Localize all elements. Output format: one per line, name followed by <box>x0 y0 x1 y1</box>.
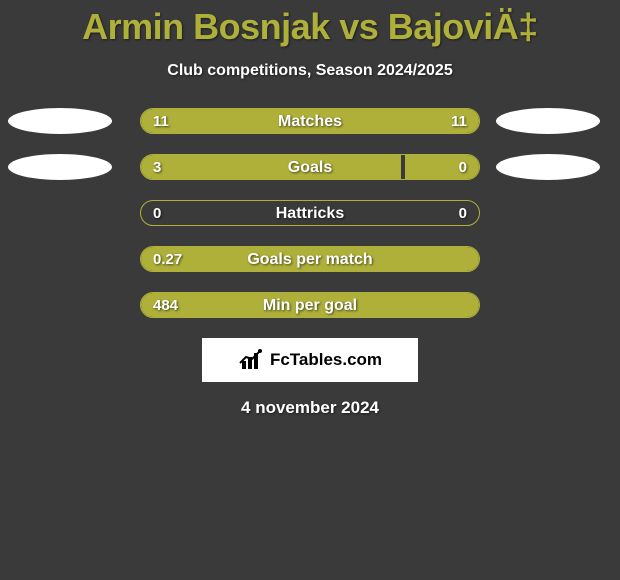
stat-label: Goals <box>141 155 479 180</box>
player-right-oval <box>496 154 600 180</box>
brand-text: FcTables.com <box>270 350 382 370</box>
brand-box: FcTables.com <box>202 338 418 382</box>
stat-bar: 1111Matches <box>140 108 480 134</box>
brand-chart-icon <box>238 349 266 371</box>
stat-bar: 484Min per goal <box>140 292 480 318</box>
comparison-row: 1111Matches <box>0 108 620 134</box>
stat-bar: 00Hattricks <box>140 200 480 226</box>
stat-label: Hattricks <box>141 201 479 226</box>
comparison-row: 484Min per goal <box>0 292 620 318</box>
date-text: 4 november 2024 <box>0 398 620 418</box>
comparison-rows: 1111Matches 30Goals 00Hattricks 0.27Goals p… <box>0 108 620 318</box>
stat-label: Matches <box>141 109 479 134</box>
stat-label: Min per goal <box>141 293 479 318</box>
stat-bar: 30Goals <box>140 154 480 180</box>
page-title: Armin Bosnjak vs BajoviÄ‡ <box>0 0 620 48</box>
stat-label: Goals per match <box>141 247 479 272</box>
player-right-oval <box>496 108 600 134</box>
stat-bar: 0.27Goals per match <box>140 246 480 272</box>
comparison-row: 00Hattricks <box>0 200 620 226</box>
player-left-oval <box>8 154 112 180</box>
comparison-row: 0.27Goals per match <box>0 246 620 272</box>
comparison-row: 30Goals <box>0 154 620 180</box>
player-left-oval <box>8 108 112 134</box>
page-subtitle: Club competitions, Season 2024/2025 <box>0 62 620 80</box>
